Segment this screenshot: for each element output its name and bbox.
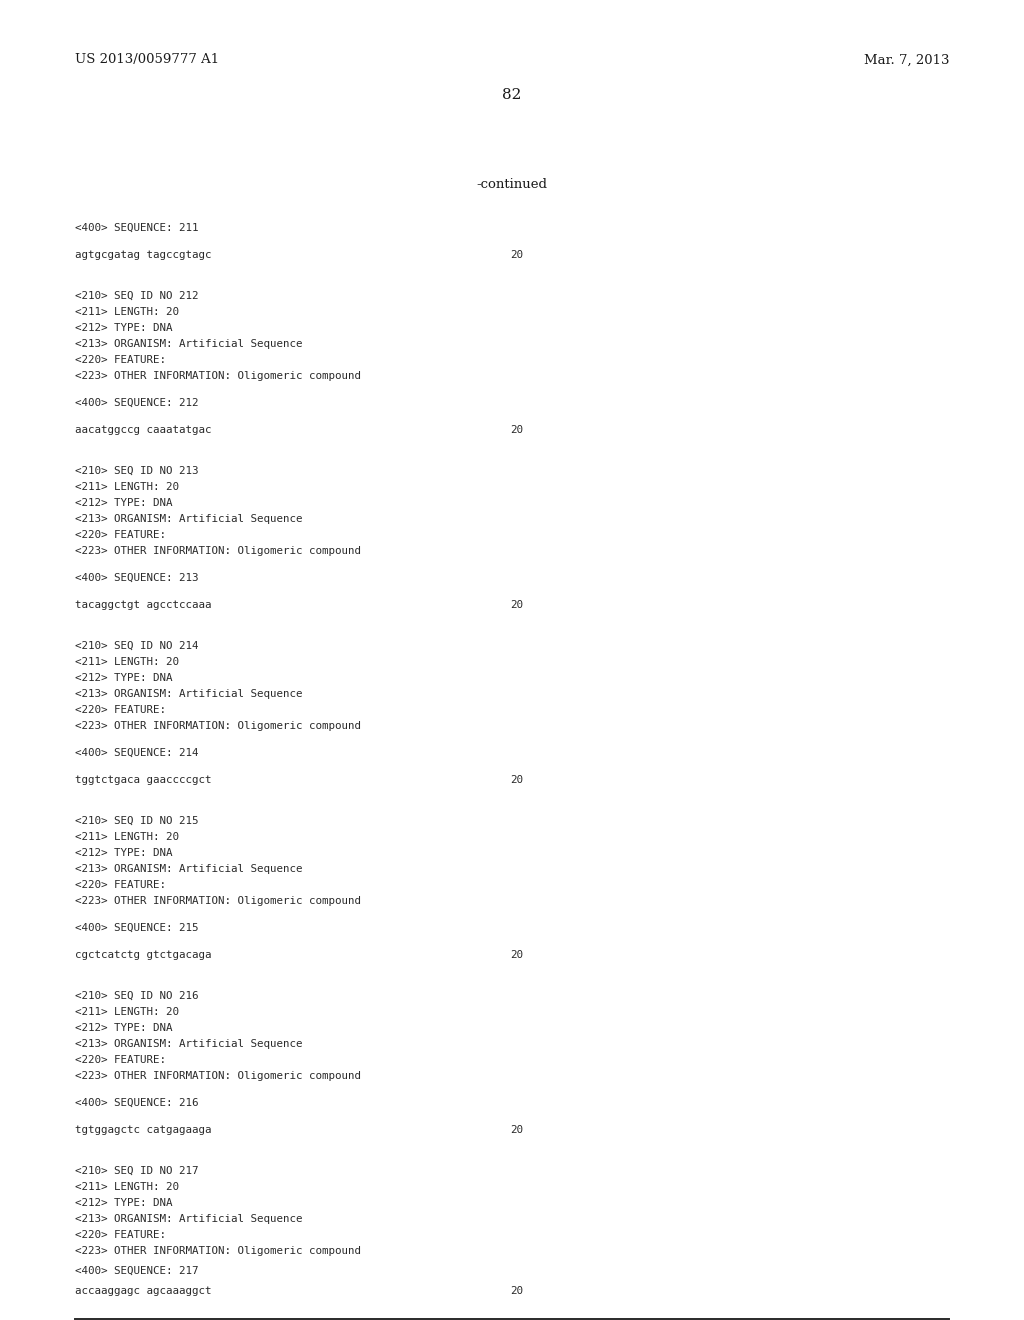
Text: 20: 20 <box>510 950 523 960</box>
Text: Mar. 7, 2013: Mar. 7, 2013 <box>863 54 949 66</box>
Text: <223> OTHER INFORMATION: Oligomeric compound: <223> OTHER INFORMATION: Oligomeric comp… <box>75 371 361 381</box>
Text: tgtggagctc catgagaaga: tgtggagctc catgagaaga <box>75 1125 212 1135</box>
Text: US 2013/0059777 A1: US 2013/0059777 A1 <box>75 54 219 66</box>
Text: <210> SEQ ID NO 217: <210> SEQ ID NO 217 <box>75 1166 199 1176</box>
Text: <400> SEQUENCE: 216: <400> SEQUENCE: 216 <box>75 1098 199 1107</box>
Text: <210> SEQ ID NO 213: <210> SEQ ID NO 213 <box>75 466 199 477</box>
Text: <212> TYPE: DNA: <212> TYPE: DNA <box>75 1199 172 1208</box>
Text: <220> FEATURE:: <220> FEATURE: <box>75 1055 166 1065</box>
Text: 82: 82 <box>503 88 521 102</box>
Text: <400> SEQUENCE: 212: <400> SEQUENCE: 212 <box>75 399 199 408</box>
Text: <223> OTHER INFORMATION: Oligomeric compound: <223> OTHER INFORMATION: Oligomeric comp… <box>75 1071 361 1081</box>
Text: 20: 20 <box>510 775 523 785</box>
Text: <223> OTHER INFORMATION: Oligomeric compound: <223> OTHER INFORMATION: Oligomeric comp… <box>75 896 361 906</box>
Text: -continued: -continued <box>476 178 548 191</box>
Text: <400> SEQUENCE: 211: <400> SEQUENCE: 211 <box>75 223 199 234</box>
Text: <213> ORGANISM: Artificial Sequence: <213> ORGANISM: Artificial Sequence <box>75 1214 302 1224</box>
Text: <223> OTHER INFORMATION: Oligomeric compound: <223> OTHER INFORMATION: Oligomeric comp… <box>75 721 361 731</box>
Text: <220> FEATURE:: <220> FEATURE: <box>75 1230 166 1239</box>
Text: <212> TYPE: DNA: <212> TYPE: DNA <box>75 847 172 858</box>
Text: <213> ORGANISM: Artificial Sequence: <213> ORGANISM: Artificial Sequence <box>75 1039 302 1049</box>
Text: <211> LENGTH: 20: <211> LENGTH: 20 <box>75 657 179 667</box>
Text: 20: 20 <box>510 249 523 260</box>
Text: <210> SEQ ID NO 212: <210> SEQ ID NO 212 <box>75 290 199 301</box>
Text: <212> TYPE: DNA: <212> TYPE: DNA <box>75 1023 172 1034</box>
Text: accaaggagc agcaaaggct: accaaggagc agcaaaggct <box>75 1286 212 1296</box>
Text: <220> FEATURE:: <220> FEATURE: <box>75 355 166 366</box>
Text: agtgcgatag tagccgtagc: agtgcgatag tagccgtagc <box>75 249 212 260</box>
Text: <210> SEQ ID NO 214: <210> SEQ ID NO 214 <box>75 642 199 651</box>
Text: <223> OTHER INFORMATION: Oligomeric compound: <223> OTHER INFORMATION: Oligomeric comp… <box>75 1246 361 1257</box>
Text: <210> SEQ ID NO 215: <210> SEQ ID NO 215 <box>75 816 199 826</box>
Text: <213> ORGANISM: Artificial Sequence: <213> ORGANISM: Artificial Sequence <box>75 339 302 348</box>
Text: <212> TYPE: DNA: <212> TYPE: DNA <box>75 673 172 682</box>
Text: <223> OTHER INFORMATION: Oligomeric compound: <223> OTHER INFORMATION: Oligomeric comp… <box>75 546 361 556</box>
Text: <220> FEATURE:: <220> FEATURE: <box>75 705 166 715</box>
Text: <212> TYPE: DNA: <212> TYPE: DNA <box>75 323 172 333</box>
Text: <213> ORGANISM: Artificial Sequence: <213> ORGANISM: Artificial Sequence <box>75 865 302 874</box>
Text: <220> FEATURE:: <220> FEATURE: <box>75 880 166 890</box>
Text: tggtctgaca gaaccccgct: tggtctgaca gaaccccgct <box>75 775 212 785</box>
Text: tacaggctgt agcctccaaa: tacaggctgt agcctccaaa <box>75 601 212 610</box>
Text: 20: 20 <box>510 425 523 436</box>
Text: <400> SEQUENCE: 217: <400> SEQUENCE: 217 <box>75 1266 199 1276</box>
Text: <210> SEQ ID NO 216: <210> SEQ ID NO 216 <box>75 991 199 1001</box>
Text: <211> LENGTH: 20: <211> LENGTH: 20 <box>75 832 179 842</box>
Text: <213> ORGANISM: Artificial Sequence: <213> ORGANISM: Artificial Sequence <box>75 689 302 700</box>
Text: <211> LENGTH: 20: <211> LENGTH: 20 <box>75 1181 179 1192</box>
Text: <220> FEATURE:: <220> FEATURE: <box>75 531 166 540</box>
Text: <211> LENGTH: 20: <211> LENGTH: 20 <box>75 1007 179 1016</box>
Text: <211> LENGTH: 20: <211> LENGTH: 20 <box>75 482 179 492</box>
Text: cgctcatctg gtctgacaga: cgctcatctg gtctgacaga <box>75 950 212 960</box>
Text: 20: 20 <box>510 1125 523 1135</box>
Text: 20: 20 <box>510 601 523 610</box>
Text: <211> LENGTH: 20: <211> LENGTH: 20 <box>75 308 179 317</box>
Text: <400> SEQUENCE: 213: <400> SEQUENCE: 213 <box>75 573 199 583</box>
Text: <400> SEQUENCE: 215: <400> SEQUENCE: 215 <box>75 923 199 933</box>
Text: <400> SEQUENCE: 214: <400> SEQUENCE: 214 <box>75 748 199 758</box>
Text: 20: 20 <box>510 1286 523 1296</box>
Text: <212> TYPE: DNA: <212> TYPE: DNA <box>75 498 172 508</box>
Text: aacatggccg caaatatgac: aacatggccg caaatatgac <box>75 425 212 436</box>
Text: <213> ORGANISM: Artificial Sequence: <213> ORGANISM: Artificial Sequence <box>75 513 302 524</box>
